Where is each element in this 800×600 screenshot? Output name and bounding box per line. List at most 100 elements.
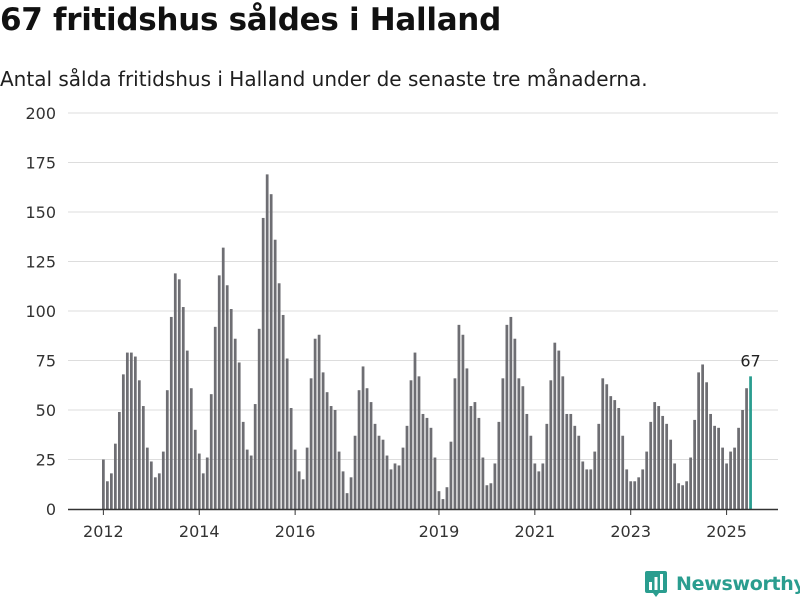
- bar: [245, 449, 249, 509]
- bar: [401, 447, 405, 509]
- bar: [309, 378, 313, 509]
- bar: [385, 455, 389, 509]
- bar: [121, 374, 125, 509]
- bar: [609, 396, 613, 509]
- y-tick-label: 75: [36, 352, 56, 371]
- y-tick-label: 0: [46, 500, 56, 519]
- bar: [413, 352, 417, 509]
- bar: [577, 435, 581, 509]
- bar: [681, 485, 685, 509]
- bar: [445, 487, 449, 509]
- bar: [381, 439, 385, 509]
- bar: [717, 427, 720, 509]
- bar: [209, 394, 213, 509]
- bar: [637, 477, 641, 509]
- newsworthy-brand: Newsworthy: [644, 568, 800, 600]
- bar: [517, 378, 521, 509]
- bar: [409, 380, 413, 509]
- bar: [285, 358, 289, 509]
- y-tick-label: 100: [25, 302, 56, 321]
- y-tick-label: 125: [25, 253, 56, 272]
- bar: [597, 423, 601, 509]
- bar: [465, 368, 469, 509]
- x-tick-label: 2025: [706, 522, 747, 541]
- latest-value-label: 67: [740, 351, 760, 370]
- bar: [489, 483, 493, 509]
- bar: [481, 457, 485, 509]
- bar: [145, 447, 149, 509]
- x-axis: 2012 2014 2016 2019 2021 2023 2025: [68, 508, 778, 541]
- bar: [233, 338, 237, 509]
- bar: [417, 376, 421, 509]
- bar: [197, 453, 201, 509]
- bar: [669, 439, 673, 509]
- bar: [705, 382, 708, 509]
- bar: [106, 481, 109, 509]
- x-tick-label: 2016: [275, 522, 316, 541]
- bar: [473, 402, 477, 509]
- bar: [505, 324, 509, 509]
- bar: [469, 406, 473, 509]
- bar: [589, 469, 593, 509]
- bar: [525, 413, 529, 509]
- bar: [161, 451, 165, 509]
- bar: [509, 316, 513, 509]
- y-tick-label: 150: [25, 203, 56, 222]
- bar: [629, 481, 633, 509]
- bar: [721, 447, 724, 509]
- bar: [277, 283, 281, 509]
- bar: [153, 477, 157, 509]
- bar: [221, 247, 225, 509]
- bar: [205, 457, 209, 509]
- bar: [137, 380, 141, 509]
- bar: [169, 316, 173, 509]
- bar: [113, 443, 117, 509]
- bar: [377, 435, 381, 509]
- bar: [685, 481, 689, 509]
- bar: [533, 463, 537, 509]
- bar: [165, 390, 169, 509]
- bar: [625, 469, 629, 509]
- bar: [265, 174, 269, 509]
- bar: [109, 473, 113, 509]
- bar: [313, 338, 317, 509]
- bar: [653, 402, 657, 509]
- bar: [141, 406, 145, 509]
- x-tick-label: 2012: [83, 522, 124, 541]
- bar: [493, 463, 497, 509]
- bar: [341, 471, 345, 509]
- bar: [249, 455, 253, 509]
- bar: [613, 400, 617, 509]
- bar: [325, 392, 329, 509]
- bar: [257, 328, 261, 509]
- bar: [453, 378, 457, 509]
- bar: [177, 279, 181, 509]
- bar: [133, 356, 137, 509]
- bar: [621, 435, 625, 509]
- bar: [393, 463, 397, 509]
- bar: [657, 406, 661, 509]
- bar: [357, 390, 361, 509]
- bar: [701, 364, 704, 509]
- bar: [297, 471, 301, 509]
- bar: [281, 314, 285, 509]
- bar: [745, 388, 748, 509]
- bar: [513, 338, 517, 509]
- bar: [365, 388, 369, 509]
- x-tick-label: 2019: [419, 522, 460, 541]
- bar: [593, 451, 597, 509]
- bar: [213, 326, 217, 509]
- bar: [645, 451, 649, 509]
- bar: [289, 408, 293, 509]
- bar: [485, 485, 489, 509]
- bar: [425, 417, 429, 509]
- bar: [337, 451, 341, 509]
- bar: [217, 275, 221, 509]
- bar: [673, 463, 677, 509]
- bar: [641, 469, 645, 509]
- bar: [689, 457, 693, 509]
- bar: [545, 423, 549, 509]
- y-tick-label: 25: [36, 451, 56, 470]
- bar: [737, 427, 740, 509]
- bar: [201, 473, 205, 509]
